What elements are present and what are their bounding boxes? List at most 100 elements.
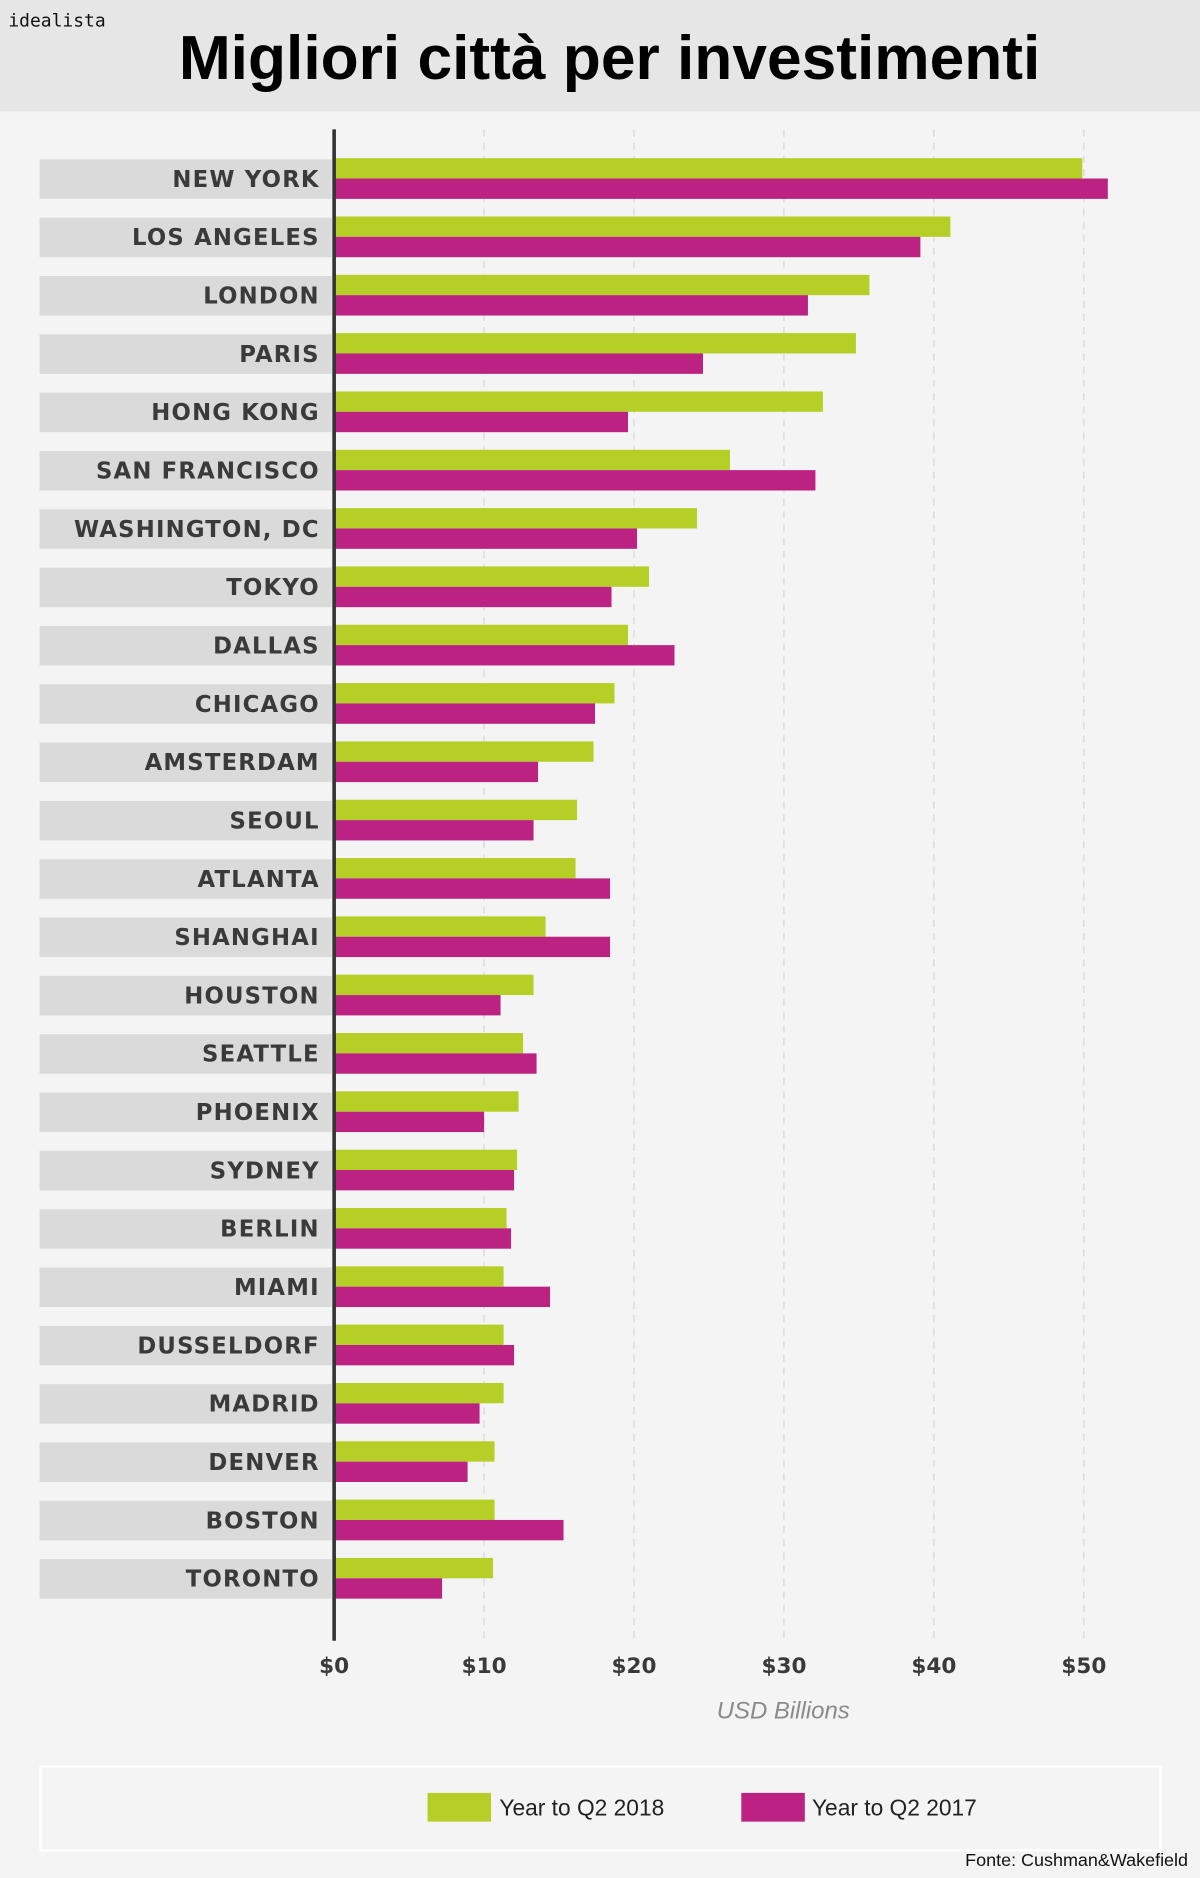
- category-label: SYDNEY: [210, 1158, 320, 1184]
- bar-2018: [335, 274, 870, 296]
- bar-2018: [335, 566, 650, 587]
- bar-2018: [335, 158, 1083, 179]
- category-label: SAN FRANCISCO: [96, 459, 320, 485]
- category-label: BERLIN: [220, 1217, 320, 1243]
- source-note: Fonte: Cushman&Wakefield: [965, 1850, 1188, 1870]
- category-label: MADRID: [209, 1392, 320, 1418]
- category-label-bg: [39, 1092, 332, 1133]
- category-label: PARIS: [239, 342, 320, 368]
- bar-2018: [335, 508, 697, 529]
- bar-2017: [335, 645, 675, 666]
- category-label-bg: [39, 800, 332, 841]
- category-label: SEATTLE: [202, 1042, 320, 1068]
- bar-2018: [335, 1091, 519, 1112]
- bar-2018: [335, 624, 629, 646]
- category-label-bg: [39, 1384, 332, 1424]
- category-label: LONDON: [203, 284, 320, 310]
- legend-swatch-2017: [741, 1792, 805, 1822]
- category-label-bg: [39, 1034, 332, 1074]
- legend-frame: [39, 1765, 1162, 1852]
- category-label-bg: [39, 1442, 332, 1482]
- x-tick-label: $0: [319, 1654, 349, 1679]
- category-label: SHANGHAI: [174, 925, 319, 951]
- x-axis-label: USD Billions: [717, 1698, 850, 1725]
- category-label-bg: [39, 684, 332, 724]
- x-tick-label: $50: [1061, 1654, 1106, 1679]
- bar-2017: [335, 1111, 485, 1133]
- category-label-bg: [39, 567, 332, 608]
- bar-2017: [335, 586, 612, 608]
- category-label-bg: [39, 917, 332, 958]
- bar-2018: [335, 858, 576, 879]
- bar-2017: [335, 1286, 551, 1308]
- bar-2018: [335, 1033, 524, 1054]
- bar-2018: [335, 916, 546, 937]
- category-label: ATLANTA: [198, 867, 320, 893]
- bar-2017: [335, 353, 703, 374]
- category-label: HONG KONG: [151, 400, 319, 426]
- bar-2017: [335, 761, 539, 783]
- bar-2018: [335, 1441, 495, 1462]
- category-label-bg: [39, 1500, 332, 1541]
- bar-2017: [335, 236, 921, 258]
- bar-2017: [335, 1519, 564, 1541]
- bar-2017: [335, 1344, 515, 1366]
- x-tick-label: $10: [462, 1654, 507, 1679]
- category-label: HOUSTON: [184, 983, 320, 1009]
- bar-2017: [335, 1461, 468, 1482]
- x-tick-label: $20: [612, 1654, 657, 1679]
- category-label-bg: [39, 1267, 332, 1308]
- category-label-bg: [39, 859, 332, 899]
- category-label: LOS ANGELES: [132, 225, 320, 251]
- category-label: BOSTON: [206, 1508, 320, 1534]
- category-label: AMSTERDAM: [145, 750, 320, 776]
- bar-2017: [335, 936, 611, 958]
- bar-2018: [335, 391, 823, 412]
- bar-2017: [335, 1578, 443, 1599]
- legend-label-2017: Year to Q2 2017: [812, 1795, 977, 1821]
- bar-2017: [335, 995, 501, 1016]
- x-tick-label: $30: [761, 1654, 806, 1679]
- bar-2018: [335, 741, 594, 762]
- category-label: WASHINGTON, DC: [74, 517, 320, 543]
- bar-2017: [335, 1053, 537, 1074]
- category-label-bg: [39, 509, 332, 549]
- category-label: TOKYO: [226, 575, 319, 601]
- category-label-bg: [39, 276, 332, 316]
- bar-2018: [335, 1557, 494, 1579]
- category-label-bg: [39, 625, 332, 666]
- bar-2018: [335, 799, 578, 821]
- bar-2017: [335, 878, 611, 899]
- bar-2018: [335, 1324, 504, 1345]
- bar-2017: [335, 295, 808, 316]
- category-label-bg: [39, 742, 332, 783]
- brand-logo: idealista: [8, 10, 105, 31]
- category-label: CHICAGO: [195, 692, 320, 718]
- bar-2018: [335, 1382, 504, 1404]
- category-label: NEW YORK: [172, 167, 319, 193]
- legend-swatch-2018: [427, 1792, 492, 1822]
- bar-2017: [335, 411, 629, 433]
- bar-2018: [335, 216, 951, 237]
- category-label: DUSSELDORF: [137, 1333, 319, 1359]
- bar-2017: [335, 178, 1108, 199]
- category-label-bg: [39, 159, 332, 199]
- x-tick-label: $40: [911, 1654, 956, 1679]
- bar-2018: [335, 974, 534, 996]
- category-label-bg: [39, 217, 332, 258]
- bar-2017: [335, 703, 596, 724]
- category-label: PHOENIX: [196, 1100, 320, 1126]
- category-label: TORONTO: [186, 1567, 320, 1593]
- legend-label-2018: Year to Q2 2018: [499, 1795, 664, 1821]
- bar-2017: [335, 820, 534, 841]
- category-label: SEOUL: [230, 808, 320, 834]
- header-bar: [0, 0, 1200, 112]
- bar-2017: [335, 528, 638, 549]
- bar-2017: [335, 1403, 480, 1424]
- bar-2018: [335, 683, 615, 704]
- category-label: DALLAS: [213, 633, 320, 659]
- bar-2017: [335, 1228, 512, 1249]
- bar-2018: [335, 1499, 495, 1520]
- bar-2018: [335, 333, 856, 354]
